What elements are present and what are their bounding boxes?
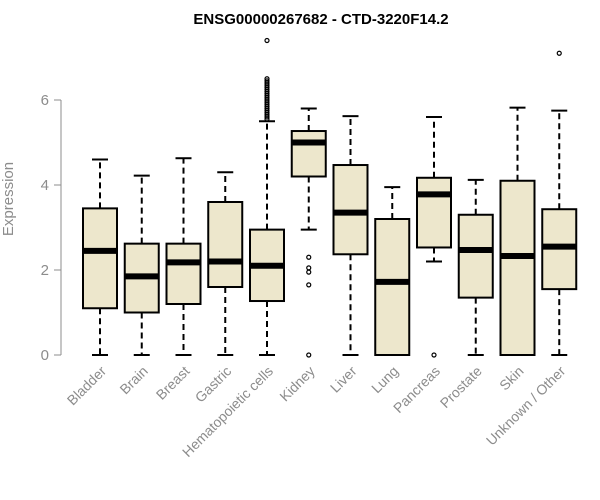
iqr-box bbox=[165, 242, 202, 305]
outlier-point bbox=[264, 37, 270, 44]
y-axis-label: Expression bbox=[0, 162, 17, 236]
x-tick-label-skin: Skin bbox=[496, 363, 527, 394]
y-tick-label: 0 bbox=[41, 347, 49, 364]
box-series bbox=[82, 37, 578, 358]
box-brain bbox=[123, 174, 160, 356]
box-lung bbox=[374, 186, 411, 356]
x-tick-label-liver: Liver bbox=[327, 363, 360, 396]
iqr-box bbox=[499, 179, 536, 356]
box-prostate bbox=[457, 178, 494, 356]
outlier-point bbox=[556, 50, 562, 56]
box-bladder bbox=[82, 158, 118, 356]
outlier-point bbox=[264, 76, 270, 82]
outlier-point bbox=[306, 352, 312, 358]
iqr-box bbox=[290, 130, 327, 178]
x-tick-label-prostate: Prostate bbox=[437, 363, 485, 411]
outlier-point bbox=[306, 265, 312, 271]
outlier-point bbox=[306, 269, 312, 275]
box-liver bbox=[332, 115, 369, 356]
x-tick-label-brain: Brain bbox=[116, 363, 150, 397]
outlier-point bbox=[306, 282, 312, 288]
box-kidney bbox=[290, 107, 327, 358]
y-tick-label: 2 bbox=[41, 262, 49, 279]
iqr-box bbox=[374, 218, 411, 356]
box-skin bbox=[499, 106, 536, 356]
iqr-box bbox=[457, 213, 494, 299]
y-axis: 0 2 4 6 bbox=[41, 92, 62, 364]
x-tick-label-breast: Breast bbox=[153, 363, 193, 403]
y-tick-label: 6 bbox=[41, 92, 49, 109]
chart-title: ENSG00000267682 - CTD-3220F14.2 bbox=[193, 11, 448, 28]
iqr-box bbox=[416, 176, 452, 249]
x-tick-label-lung: Lung bbox=[368, 363, 401, 396]
x-tick-label-kidney: Kidney bbox=[276, 363, 318, 405]
outlier-point bbox=[306, 254, 312, 260]
x-tick-label-unknown-other: Unknown / Other bbox=[483, 363, 569, 449]
box-breast bbox=[165, 157, 202, 356]
box-gastric bbox=[207, 171, 244, 356]
outlier-point bbox=[431, 352, 437, 358]
y-tick-label: 4 bbox=[41, 177, 49, 194]
box-unknown-other bbox=[541, 50, 578, 356]
box-pancreas bbox=[416, 116, 452, 358]
outlier-point bbox=[264, 78, 270, 84]
x-tick-label-bladder: Bladder bbox=[64, 363, 110, 409]
iqr-box bbox=[207, 201, 244, 288]
iqr-box bbox=[82, 207, 118, 310]
box-hematopoietic-cells bbox=[249, 37, 285, 356]
